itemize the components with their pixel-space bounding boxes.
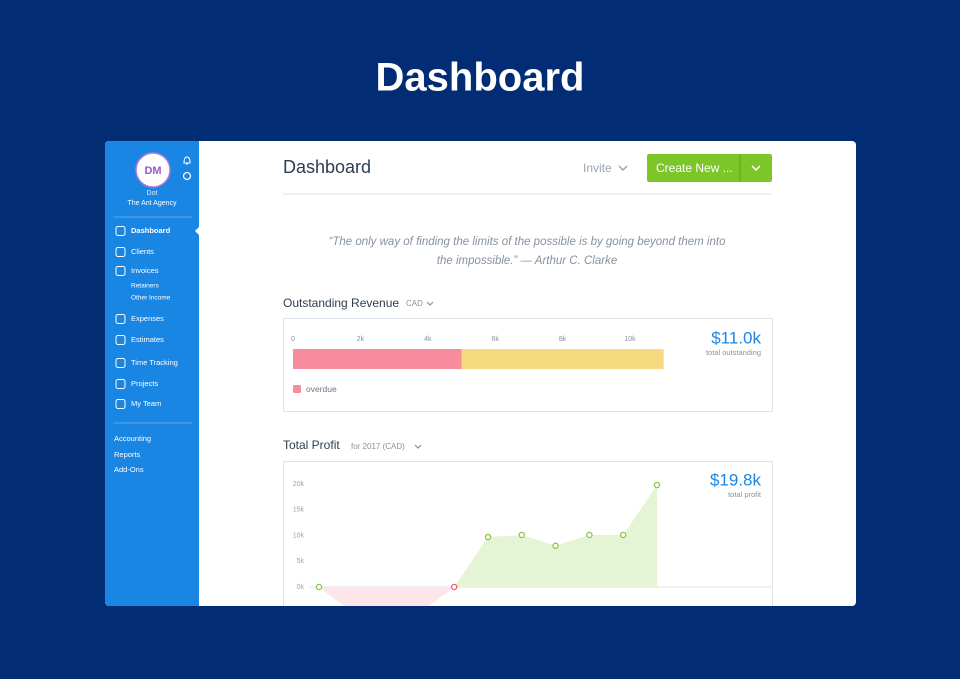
avatar-initials: DM [144,165,161,177]
nav-item[interactable]: Retainers [131,283,160,290]
company-name: The Ant Agency [127,200,177,207]
sidebar [105,141,199,606]
nav-icon [115,399,126,409]
total-value: $19.8k [710,470,762,489]
nav-item[interactable]: Dashboard [131,226,171,235]
x-tick-label: 0 [291,336,295,343]
nav-item[interactable]: Invoices [131,266,159,275]
x-tick-label: 4k [424,336,432,343]
area-positive [319,485,657,587]
sidebar-link[interactable]: Accounting [114,434,151,443]
bar-segment [461,349,664,369]
nav-item[interactable]: Other Income [131,295,171,302]
nav-icon [115,358,126,368]
invite-button[interactable]: Invite [583,161,612,175]
avatar [135,152,171,188]
total-value: $11.0k [711,328,761,347]
point [484,533,492,541]
total-caption: total profit [728,490,762,499]
point [653,481,661,489]
settings-icon[interactable] [182,171,192,181]
chevron [426,301,434,306]
active-indicator [195,227,199,235]
legend-swatch [293,385,301,393]
nav-item[interactable]: Clients [131,247,154,256]
page-title: Dashboard [376,56,585,100]
nav-item[interactable]: Expenses [131,314,164,323]
app-window: DM Dot The Ant Agency Dashboard Clients Invoi… [105,141,856,606]
chart-title: Total Profit [283,438,340,452]
point [315,583,323,591]
main-title: Dashboard [283,157,371,177]
bell-icon[interactable] [183,156,191,165]
user-name: Dot [147,190,158,197]
chevron [414,444,422,449]
total-caption: total outstanding [706,348,761,357]
point [586,531,593,539]
nav-icon [115,266,126,276]
nav-icon [115,379,126,389]
nav-icon [115,335,126,345]
x-tick-label: 8k [559,336,567,343]
nav-item[interactable]: My Team [131,399,161,408]
bar-segment [293,349,462,369]
x-tick-label: 10k [624,336,636,343]
nav-icon [115,226,126,236]
chevron [751,165,761,172]
quote: the impossible.” — Arthur C. Clarke [437,255,617,267]
nav-item[interactable]: Estimates [131,335,164,344]
point [619,531,627,539]
quote: “The only way of finding the limits of t… [329,236,727,248]
y-tick-label: 15k [293,507,305,514]
create-button[interactable] [647,154,772,182]
legend-label: overdue [306,384,337,394]
currency[interactable]: CAD [406,299,423,308]
chart-title: Outstanding Revenue [283,296,399,310]
x-tick-label: 2k [357,336,365,343]
chart-subtitle[interactable]: for 2017 (CAD) [351,442,405,451]
x-tick-label: 6k [491,336,499,343]
y-tick-label: 20k [293,481,305,488]
y-tick-label: 5k [297,558,305,565]
nav-item[interactable]: Time Tracking [131,358,178,367]
chevron [618,165,628,172]
point [518,531,526,539]
point [552,542,559,550]
nav-item[interactable]: Projects [131,379,158,388]
y-tick-label: 10k [293,532,305,539]
sidebar-link[interactable]: Add-Ons [114,465,144,474]
nav-icon [115,247,126,257]
y-tick-label: 0k [297,584,305,591]
create-label[interactable]: Create New ... [656,161,733,175]
sidebar-link[interactable]: Reports [114,450,141,459]
point [450,583,458,591]
nav-icon [115,314,126,324]
